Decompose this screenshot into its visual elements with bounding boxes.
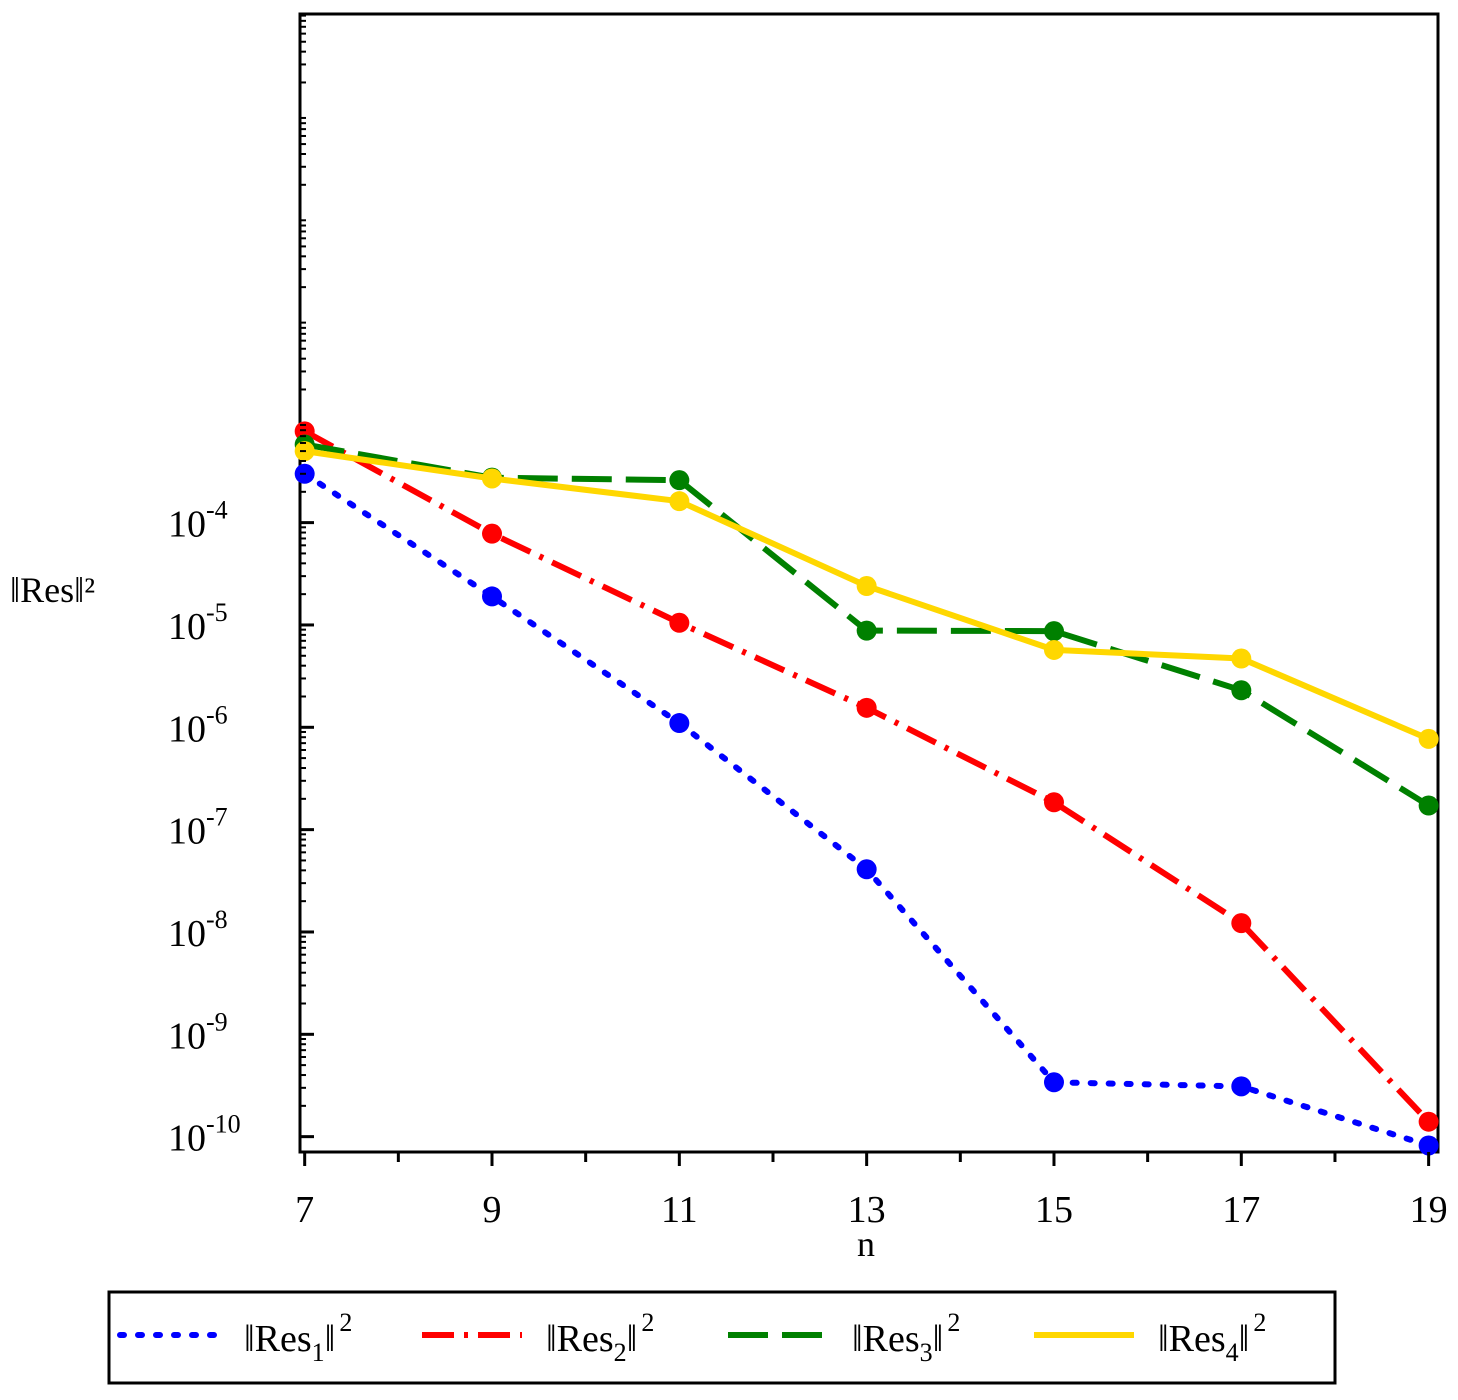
data-point — [1418, 1135, 1439, 1156]
data-point — [1043, 621, 1064, 642]
data-point — [1418, 1111, 1439, 1132]
data-point — [482, 523, 503, 544]
data-point — [669, 612, 690, 633]
data-point — [856, 697, 877, 718]
data-point — [482, 468, 503, 489]
legend-label: ‖Res2‖ 2 — [546, 1308, 654, 1367]
data-point — [1231, 913, 1252, 934]
data-point — [856, 576, 877, 597]
legend-label: ‖Res4‖ 2 — [1158, 1308, 1266, 1367]
y-tick-label: 10-4 — [168, 496, 228, 546]
series-layer — [294, 421, 1439, 1156]
y-axis-label: ‖Res‖² — [10, 570, 95, 610]
x-tick-label: 7 — [295, 1189, 314, 1231]
data-point — [1043, 1072, 1064, 1093]
data-point — [1231, 680, 1252, 701]
x-tick-label: 17 — [1222, 1189, 1260, 1231]
data-point — [1231, 1076, 1252, 1097]
x-tick-label: 11 — [661, 1189, 698, 1231]
x-tick-label: 19 — [1410, 1189, 1448, 1231]
data-point — [1418, 728, 1439, 749]
x-axis-label: n — [857, 1224, 875, 1264]
y-tick-label: 10-6 — [168, 700, 228, 750]
y-tick-label: 10-10 — [168, 1110, 241, 1160]
data-point — [856, 620, 877, 641]
data-point — [482, 586, 503, 607]
legend-label: ‖Res3‖ 2 — [852, 1308, 960, 1367]
series-2 — [294, 421, 1439, 1132]
axes-layer: 10-4 10-5 10-6 10-7 10-8 10-9 10-10 7 9 11 13 15 17 1… — [10, 14, 1448, 1264]
y-tick-label: 10-8 — [168, 905, 228, 955]
y-tick-label: 10-9 — [168, 1007, 228, 1057]
data-point — [1043, 792, 1064, 813]
x-tick-label: 15 — [1035, 1189, 1073, 1231]
data-point — [856, 859, 877, 880]
data-point — [669, 491, 690, 512]
legend: ‖Res1‖ 2 ‖Res2‖ 2 ‖Res3‖ 2 ‖Res4‖ 2 — [107, 1290, 1337, 1385]
x-tick-label: 13 — [848, 1189, 886, 1231]
legend-label: ‖Res1‖ 2 — [244, 1308, 352, 1367]
series-4 — [294, 441, 1439, 749]
data-point — [669, 713, 690, 734]
data-point — [669, 470, 690, 491]
data-point — [1418, 795, 1439, 816]
y-tick-label: 10-5 — [168, 598, 228, 648]
x-tick-label: 9 — [483, 1189, 502, 1231]
data-point — [1231, 648, 1252, 669]
data-point — [1043, 639, 1064, 660]
y-tick-label: 10-7 — [168, 803, 228, 853]
